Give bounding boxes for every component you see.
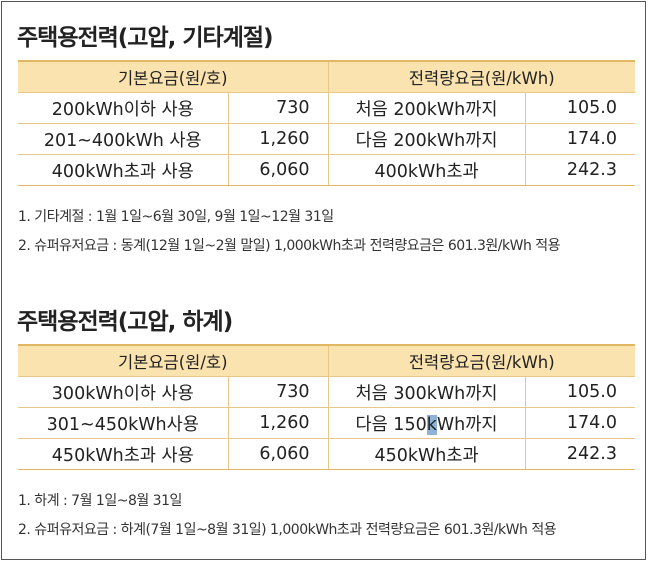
- energy-value: 174.0: [525, 123, 636, 155]
- header-energy-charge: 전력량요금(원/kWh): [328, 60, 636, 93]
- base-value: 730: [228, 92, 329, 124]
- energy-label: 다음 150kWh까지: [328, 407, 526, 439]
- base-label: 201~400kWh 사용: [18, 123, 229, 155]
- base-value: 1,260: [228, 123, 329, 155]
- base-value: 6,060: [228, 154, 329, 186]
- energy-label: 450kWh초과: [328, 438, 526, 470]
- table-row: 400kWh초과 사용 6,060 400kWh초과 242.3: [18, 154, 636, 186]
- note-summer-period: 1. 하계 : 7월 1일~8월 31일: [18, 493, 182, 509]
- rate-table-other-seasons: 기본요금(원/호) 전력량요금(원/kWh) 200kWh이하 사용 730 처…: [18, 60, 636, 186]
- energy-label: 처음 300kWh까지: [328, 376, 526, 408]
- energy-label-part: Wh까지: [436, 414, 498, 435]
- rate-table-summer: 기본요금(원/호) 전력량요금(원/kWh) 300kWh이하 사용 730 처…: [18, 344, 636, 470]
- table-header-row: 기본요금(원/호) 전력량요금(원/kWh): [18, 60, 636, 93]
- section-title-winter: 주택용전력(고압, 기타계절): [17, 25, 274, 51]
- energy-value: 105.0: [525, 92, 636, 124]
- base-label: 301~450kWh사용: [18, 407, 229, 439]
- energy-value: 242.3: [525, 154, 636, 186]
- base-label: 450kWh초과 사용: [18, 438, 229, 470]
- text-selection-highlight: k: [426, 414, 437, 435]
- note-season-period: 1. 기타계절 : 1월 1일~6월 30일, 9월 1일~12월 31일: [18, 209, 334, 225]
- base-value: 6,060: [228, 438, 329, 470]
- base-label: 300kWh이하 사용: [18, 376, 229, 408]
- note-super-user: 2. 슈퍼유저요금 : 동계(12월 1일~2월 말일) 1,000kWh초과 …: [18, 238, 561, 254]
- table-row: 200kWh이하 사용 730 처음 200kWh까지 105.0: [18, 92, 636, 124]
- energy-label: 다음 200kWh까지: [328, 123, 526, 155]
- base-value: 730: [228, 376, 329, 408]
- energy-label-part: 다음 150: [355, 414, 427, 435]
- energy-value: 242.3: [525, 438, 636, 470]
- energy-value: 105.0: [525, 376, 636, 408]
- table-row: 300kWh이하 사용 730 처음 300kWh까지 105.0: [18, 376, 636, 408]
- base-value: 1,260: [228, 407, 329, 439]
- header-base-charge: 기본요금(원/호): [18, 344, 329, 377]
- energy-value: 174.0: [525, 407, 636, 439]
- base-label: 200kWh이하 사용: [18, 92, 229, 124]
- table-header-row: 기본요금(원/호) 전력량요금(원/kWh): [18, 344, 636, 377]
- table-row: 301~450kWh사용 1,260 다음 150kWh까지 174.0: [18, 407, 636, 439]
- table-row: 201~400kWh 사용 1,260 다음 200kWh까지 174.0: [18, 123, 636, 155]
- note-super-user: 2. 슈퍼유저요금 : 하계(7월 1일~8월 31일) 1,000kWh초과 …: [18, 522, 557, 538]
- section-title-summer: 주택용전력(고압, 하계): [17, 309, 233, 335]
- energy-label: 400kWh초과: [328, 154, 526, 186]
- header-energy-charge: 전력량요금(원/kWh): [328, 344, 636, 377]
- header-base-charge: 기본요금(원/호): [18, 60, 329, 93]
- base-label: 400kWh초과 사용: [18, 154, 229, 186]
- energy-label: 처음 200kWh까지: [328, 92, 526, 124]
- table-row: 450kWh초과 사용 6,060 450kWh초과 242.3: [18, 438, 636, 470]
